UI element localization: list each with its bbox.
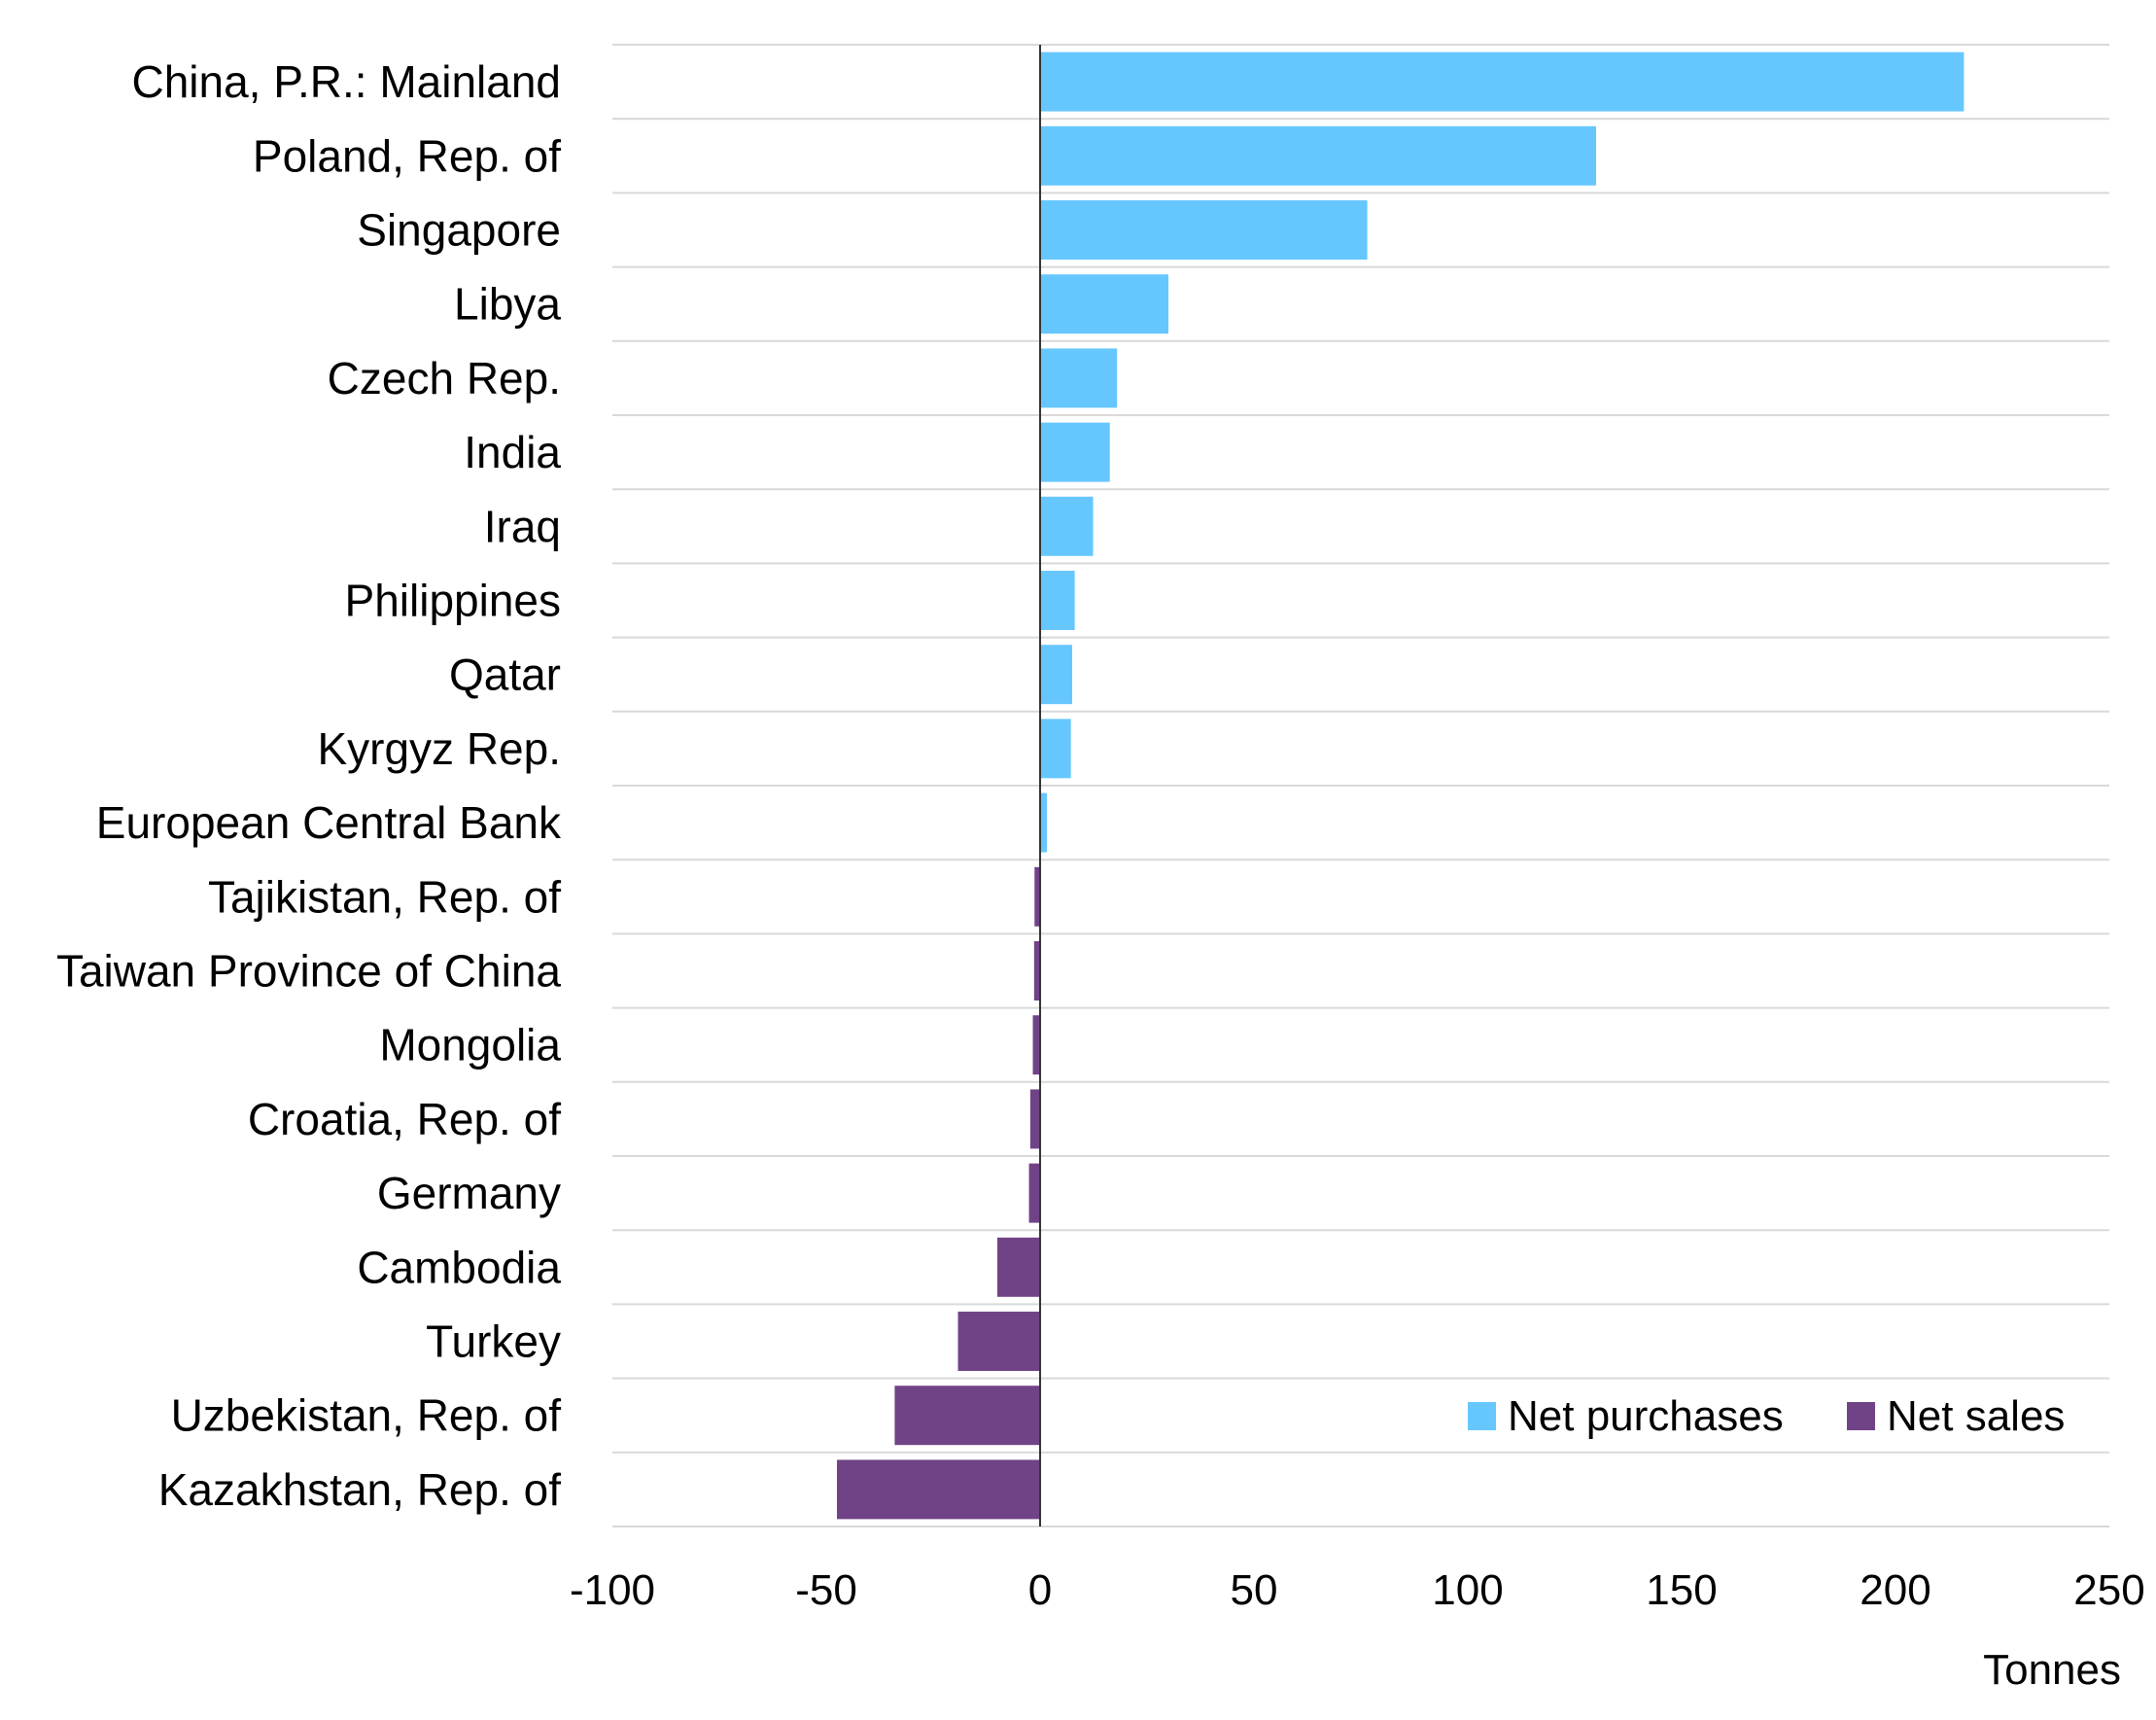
x-tick-label: 250 [2073,1566,2144,1614]
category-label: India [464,427,561,477]
bar-kazakhstan-rep-of [837,1459,1040,1520]
gridlines [612,44,2109,1527]
category-label: Singapore [357,205,561,256]
bar-croatia-rep-of [1029,1089,1040,1149]
legend-label-net-purchases: Net purchases [1508,1392,1784,1440]
x-tick-label: 150 [1646,1566,1717,1614]
category-label: Poland, Rep. of [253,130,561,181]
category-label: Tajikistan, Rep. of [208,871,561,922]
category-label: China, P.R.: Mainland [131,56,561,107]
category-label: Taiwan Province of China [56,946,561,997]
bar-turkey [957,1312,1040,1371]
x-tick-label: 100 [1432,1566,1503,1614]
legend: Net purchases Net sales [1468,1392,2065,1440]
category-label: Mongolia [379,1020,561,1071]
bar-philippines [1040,571,1075,630]
category-label: Germany [377,1168,561,1218]
bar-germany [1028,1163,1040,1223]
bar-taiwan-province-of-china [1033,941,1040,1000]
category-label: Turkey [426,1316,561,1367]
x-tick-label: 50 [1231,1566,1278,1614]
legend-swatch-net-sales [1847,1402,1875,1430]
legend-label-net-sales: Net sales [1887,1392,2065,1440]
category-label: Philippines [345,576,561,626]
category-label: Uzbekistan, Rep. of [171,1390,562,1441]
x-tick-label: 0 [1028,1566,1052,1614]
category-label: Kazakhstan, Rep. of [158,1464,561,1515]
category-labels: China, P.R.: Mainland Poland, Rep. of Sing… [56,56,562,1515]
x-tick-label: 200 [1860,1566,1930,1614]
category-label: Cambodia [357,1242,561,1292]
x-tick-label: -50 [795,1566,857,1614]
bar-european-central-bank [1040,792,1048,853]
bar-iraq [1040,496,1094,556]
x-axis-label: Tonnes [1983,1646,2121,1694]
bar-kyrgyz-rep [1040,719,1071,779]
bar-qatar [1040,645,1072,705]
bar-libya [1040,274,1168,334]
bar-tajikistan-rep-of [1034,866,1040,927]
category-label: Qatar [449,649,561,700]
bar-singapore [1040,200,1368,260]
category-label: Iraq [484,501,561,551]
bar-uzbekistan-rep-of [894,1386,1040,1446]
bars [837,52,1965,1520]
category-label: Czech Rep. [328,353,561,404]
category-label: Kyrgyz Rep. [317,723,561,774]
bar-china-p-r-mainland [1040,52,1965,112]
legend-swatch-net-purchases [1468,1402,1496,1430]
x-tick-label: -100 [570,1566,655,1614]
bar-czech-rep [1040,348,1118,408]
bar-cambodia [997,1237,1040,1297]
bar-india [1040,422,1110,482]
category-label: Libya [454,279,561,330]
x-tick-labels: -100 -50 0 50 100 150 200 250 [570,1566,2145,1614]
category-label: Croatia, Rep. of [248,1094,561,1144]
bar-poland-rep-of [1040,125,1596,186]
bar-mongolia [1032,1015,1040,1075]
category-label: European Central Bank [96,797,562,848]
